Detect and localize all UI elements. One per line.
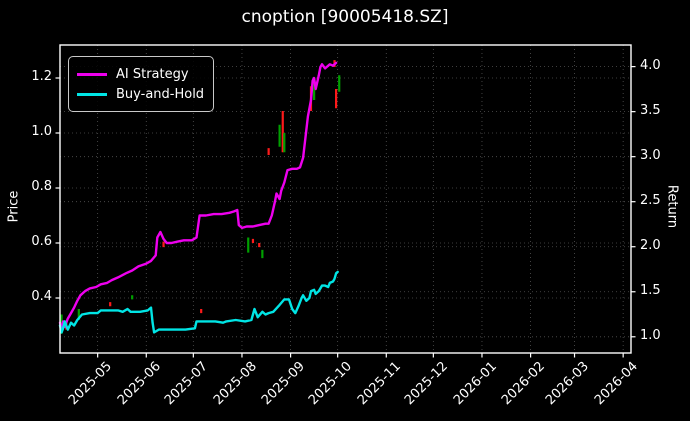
y-tick-label-left: 0.4 <box>31 289 52 304</box>
y-tick-label-right: 3.0 <box>640 147 661 163</box>
y-tick-label-right: 4.0 <box>640 57 661 73</box>
legend-box: AI Strategy Buy-and-Hold <box>68 56 214 112</box>
y-tick-label-right: 3.5 <box>640 102 661 118</box>
legend-item-buy-and-hold: Buy-and-Hold <box>77 87 205 102</box>
legend-label: AI Strategy <box>116 66 189 82</box>
y-tick-label-right: 1.0 <box>640 327 661 343</box>
y-tick-label-left: 0.8 <box>31 179 52 194</box>
legend-label: Buy-and-Hold <box>116 86 205 102</box>
y-tick-label-right: 2.0 <box>640 237 661 253</box>
plot-border <box>59 44 632 354</box>
y-tick-label-left: 0.6 <box>31 234 52 249</box>
y-axis-label-return: Return <box>664 184 680 229</box>
y-tick-label-right: 2.5 <box>640 192 661 208</box>
y-tick-label-right: 1.5 <box>640 282 661 298</box>
ai-strategy-line <box>58 61 338 333</box>
y-tick-label-left: 1.0 <box>31 124 52 139</box>
buy-and-hold-line <box>58 270 339 334</box>
y-tick-label-left: 1.2 <box>31 69 52 84</box>
chart-title: cnoption [90005418.SZ] <box>241 7 449 27</box>
buy-and-hold-line-swatch <box>77 92 107 96</box>
ai-strategy-line-swatch <box>77 72 107 76</box>
legend-item-ai-strategy: AI Strategy <box>77 67 205 82</box>
